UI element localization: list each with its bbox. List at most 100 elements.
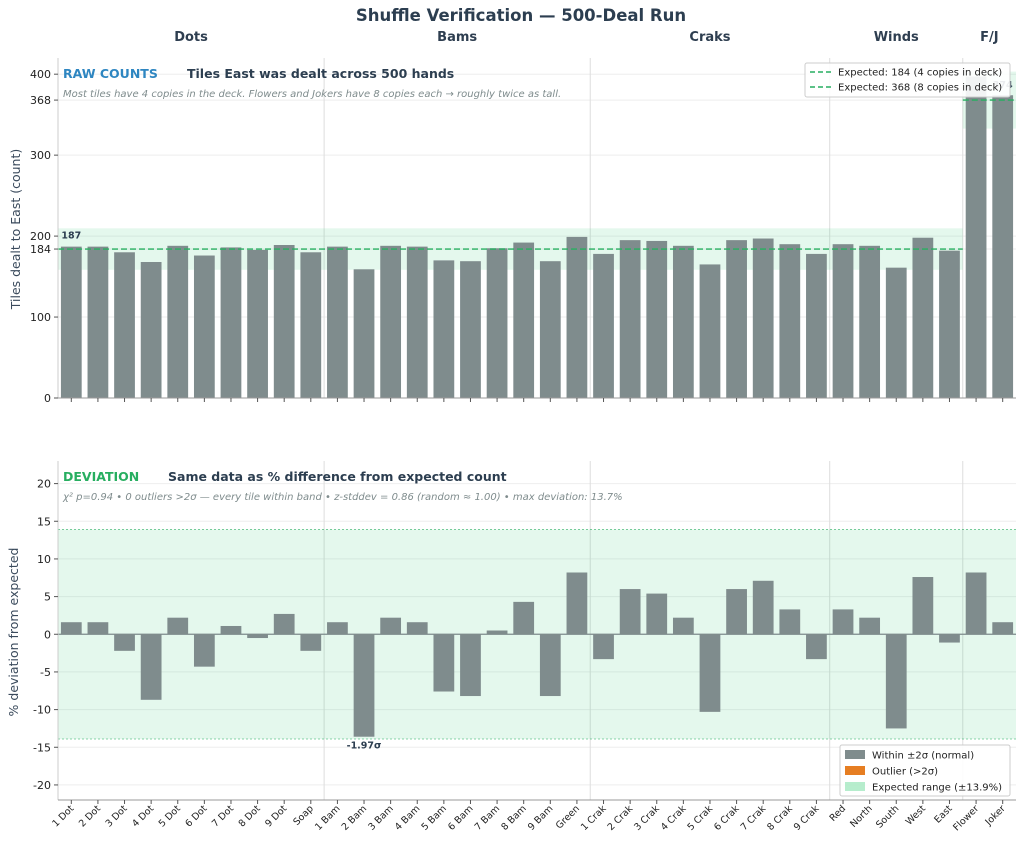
x-tick-label-4-crak: 4 Crak [659,803,689,833]
raw-bar-7-crak [752,238,774,398]
raw-counts-panel: 1873740100184200300368400 [30,58,1016,405]
deviation-bar-4-crak [672,617,694,635]
raw-bar-joker [992,95,1014,398]
x-tick-label-9-bam: 9 Bam [526,803,555,832]
x-tick-label-5-bam: 5 Bam [420,803,449,832]
raw-bar-6-dot [193,255,215,398]
deviation-bar-5-dot [167,617,189,635]
x-tick-label-4-dot: 4 Dot [130,803,156,829]
deviation-legend-swatch [845,782,865,791]
group-label-dots: Dots [174,30,208,45]
raw-y-tick-label: 300 [30,149,51,162]
x-axis-tick-labels: 1 Dot 2 Dot 3 Dot 4 Dot 5 Dot 6 Dot 7 Dot 8 Dot… [50,803,1008,833]
deviation-panel: -1.97σ -20 -15 -10 -5 0 5 10 15 20 [33,461,1016,804]
raw-bar-1-dot [60,246,82,398]
deviation-y-tick-label: 10 [37,553,51,566]
raw-bar-west [912,237,934,398]
deviation-y-tick-label: -15 [33,741,51,754]
x-tick-label-green: Green [554,803,582,831]
x-tick-label-7-dot: 7 Dot [210,803,236,829]
raw-bar-6-bam [460,261,481,398]
deviation-title: Same data as % difference from expected … [168,469,507,484]
x-tick-label-1-bam: 1 Bam [313,803,342,832]
deviation-heading: DEVIATION [63,469,139,484]
deviation-bar-1-bam [327,622,348,635]
x-tick-label-8-dot: 8 Dot [237,803,263,829]
raw-bar-9-crak [806,253,827,398]
deviation-bar-2-dot [87,622,109,635]
deviation-bar-5-crak [699,634,721,712]
deviation-y-tick-label: -10 [33,704,51,717]
x-tick-label-3-crak: 3 Crak [632,803,662,833]
deviation-bar-west [912,577,934,635]
deviation-bar-4-dot [140,634,162,700]
x-tick-label-west: West [904,803,928,827]
deviation-bar-9-crak [806,634,827,660]
deviation-bar-2-bam [353,634,375,737]
group-labels: Dots Bams Craks Winds F/J [174,30,998,45]
deviation-bar-8-crak [779,609,801,635]
x-tick-label-1-crak: 1 Crak [579,803,609,833]
x-tick-label-7-bam: 7 Bam [473,803,502,832]
raw-bar-4-bam [406,246,428,398]
raw-bar-4-dot [140,262,162,398]
raw-bar-green [566,236,588,398]
deviation-bar-9-bam [539,634,561,697]
deviation-bar-6-dot [193,634,215,667]
deviation-bar-south [885,634,907,729]
deviation-bar-3-dot [114,634,135,651]
deviation-bar-1-crak [593,634,614,660]
deviation-y-axis-label: % deviation from expected [6,548,21,717]
x-tick-label-south: South [874,803,901,830]
raw-bar-8-bam [513,242,535,398]
x-tick-label-4-bam: 4 Bam [393,803,422,832]
raw-data-label-first: 187 [61,231,81,242]
group-label-bams: Bams [437,30,477,45]
raw-bar-7-bam [486,248,508,398]
deviation-bar-5-bam [433,634,455,692]
deviation-annotation: -1.97σ [347,741,382,752]
x-tick-label-8-bam: 8 Bam [499,803,528,832]
raw-subtitle: Most tiles have 4 copies in the deck. Fl… [63,89,561,100]
raw-title: Tiles East was dealt across 500 hands [187,66,454,81]
raw-bar-3-bam [380,245,402,398]
deviation-y-tick-label: -20 [33,779,51,792]
deviation-bar-red [832,609,854,635]
deviation-bar-6-bam [460,634,481,697]
raw-legend-box [804,62,1011,98]
deviation-bar-7-crak [752,580,774,635]
deviation-bar-9-dot [273,613,295,635]
x-tick-label-7-crak: 7 Crak [739,803,769,833]
deviation-bar-flower [965,572,987,635]
raw-y-tick-label: 0 [44,392,51,405]
x-tick-label-8-crak: 8 Crak [765,803,795,833]
deviation-bar-6-crak [726,589,747,635]
deviation-bar-7-bam [486,630,508,635]
raw-bar-1-crak [593,253,614,398]
deviation-legend-swatch [845,766,865,775]
raw-bar-north [859,245,881,398]
deviation-y-tick-label: 15 [37,515,51,528]
raw-bar-7-dot [220,247,242,398]
raw-legend-label: Expected: 184 (4 copies in deck) [838,68,1002,79]
raw-bar-2-bam [353,269,375,398]
raw-bar-flower [965,76,987,398]
deviation-y-tick-label: 20 [37,478,51,491]
deviation-bar-east [939,634,960,643]
deviation-bar-1-dot [60,622,82,635]
raw-bar-south [885,267,907,398]
x-tick-label-6-dot: 6 Dot [183,803,209,829]
deviation-legend-swatch [845,750,865,759]
raw-bar-8-crak [779,244,801,398]
x-tick-label-east: East [932,803,954,825]
raw-y-axis-label: Tiles dealt to East (count) [8,149,23,311]
deviation-bar-4-bam [406,622,428,635]
deviation-bar-green [566,572,588,635]
x-tick-label-3-dot: 3 Dot [104,803,130,829]
deviation-legend-label: Expected range (±13.9%) [872,783,1002,794]
x-tick-label-6-bam: 6 Bam [446,803,475,832]
x-tick-label-2-dot: 2 Dot [77,803,103,829]
raw-bar-soap [300,252,322,398]
chart-title: Shuffle Verification — 500-Deal Run [356,6,686,25]
